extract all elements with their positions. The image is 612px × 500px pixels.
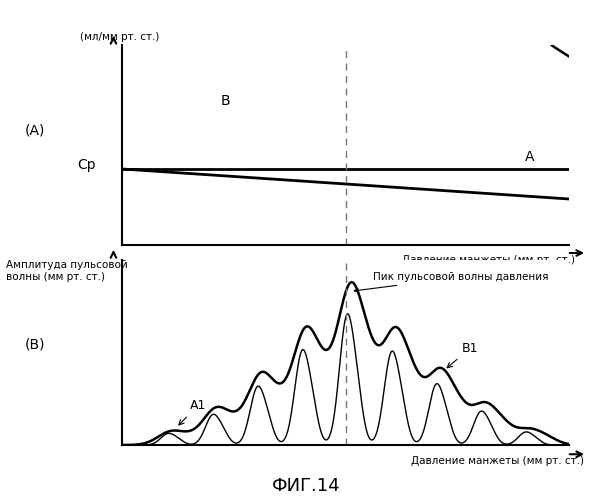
Text: B: B (221, 94, 230, 108)
Text: (A): (A) (24, 123, 45, 137)
Text: A1: A1 (179, 400, 206, 425)
Text: Амплитуда пульсовой
волны (мм рт. ст.): Амплитуда пульсовой волны (мм рт. ст.) (6, 260, 128, 281)
Text: Пик пульсовой волны давления: Пик пульсовой волны давления (354, 272, 548, 292)
Text: ФИГ.14: ФИГ.14 (272, 477, 340, 495)
Text: Давление манжеты (мм рт. ст.): Давление манжеты (мм рт. ст.) (411, 456, 584, 466)
Text: (мл/мм рт. ст.): (мл/мм рт. ст.) (80, 32, 159, 42)
Text: Ср: Ср (78, 158, 96, 172)
Text: A: A (524, 150, 534, 164)
Text: Давление манжеты (мм рт. ст.): Давление манжеты (мм рт. ст.) (402, 255, 575, 265)
Text: B1: B1 (447, 342, 479, 367)
Text: (B): (B) (24, 338, 45, 352)
